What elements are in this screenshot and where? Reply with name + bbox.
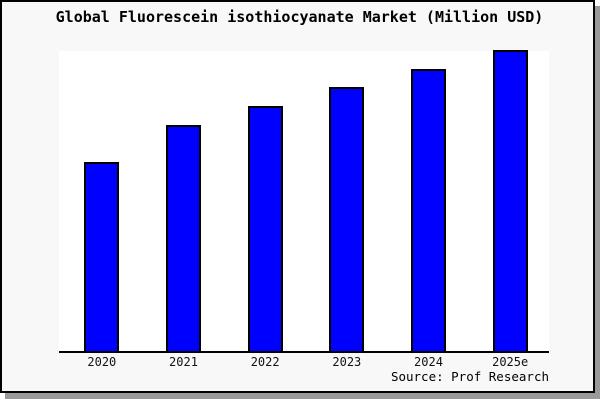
source-caption: Source: Prof Research [390,369,549,384]
plot-area [59,50,549,353]
x-tick-label-2020: 2020 [87,355,117,369]
bar-2025e [492,50,528,351]
bar-2023 [329,87,365,351]
bar-2022 [247,106,283,351]
x-tick-label-2021: 2021 [169,355,198,369]
bar-2021 [166,125,201,351]
x-tick-label-2022: 2022 [250,355,280,369]
x-tick-label-2024: 2024 [414,355,443,369]
x-tick-label-2025e: 2025e [492,355,529,369]
x-tick-label-2023: 2023 [332,355,362,369]
chart-card: Global Fluorescein isothiocyanate Market… [0,0,595,393]
bar-2024 [411,69,446,351]
chart-title: Global Fluorescein isothiocyanate Market… [55,8,544,26]
bar-2020 [84,162,120,351]
